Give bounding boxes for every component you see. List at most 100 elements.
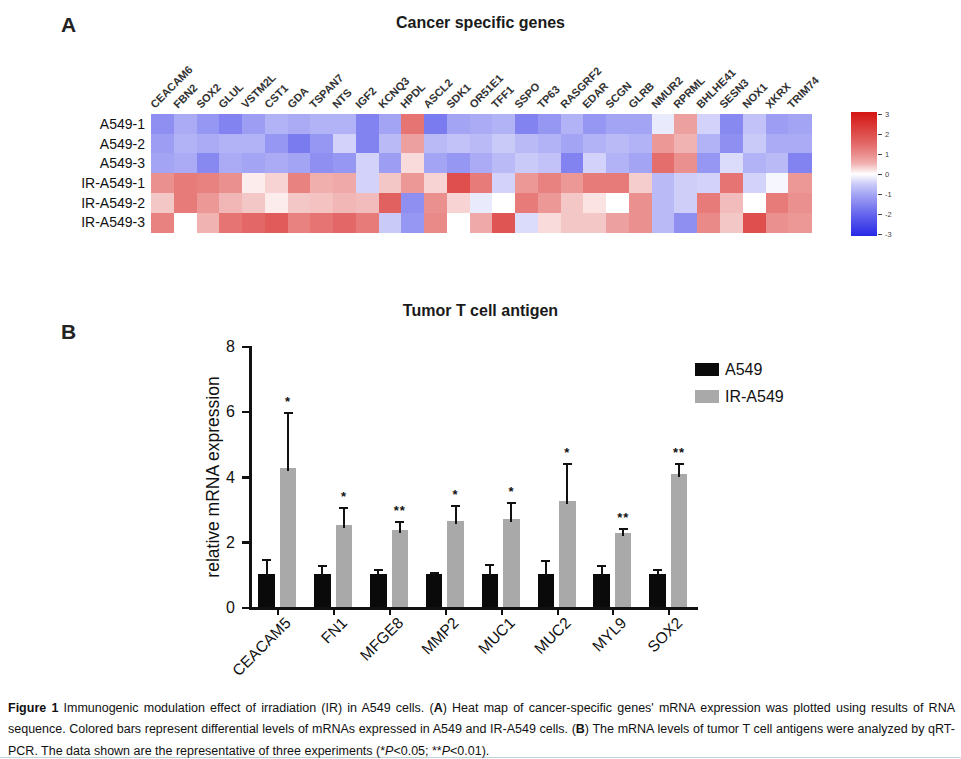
- heatmap-cell: [674, 153, 697, 173]
- y-tick-label: 8: [205, 338, 235, 356]
- error-bar-cap: [485, 564, 494, 566]
- heatmap-cell: [674, 114, 697, 134]
- heatmap-cell: [356, 134, 379, 154]
- heatmap-cell: [766, 134, 789, 154]
- heatmap-cell: [310, 173, 333, 193]
- heatmap-cell: [242, 213, 265, 233]
- x-tick: [612, 610, 614, 615]
- heatmap-cell: [447, 134, 470, 154]
- caption-segment: <0.05; **: [393, 744, 441, 758]
- x-category-label: MFGE8: [356, 614, 406, 664]
- bar-ir-a549: [336, 525, 353, 607]
- heatmap-cell: [697, 193, 720, 213]
- heatmap-cell: [310, 193, 333, 213]
- heatmap-cell: [151, 134, 174, 154]
- caption-segment: P: [442, 744, 450, 758]
- legend-swatch-ir-a549: [695, 390, 719, 403]
- heatmap-cell: [356, 173, 379, 193]
- y-tick-label: 0: [205, 599, 235, 617]
- heatmap-cell: [288, 173, 311, 193]
- x-tick: [445, 610, 447, 615]
- significance-star: **: [659, 445, 699, 460]
- heatmap-cell: [583, 173, 606, 193]
- heatmap-cell: [606, 193, 629, 213]
- error-bar: [510, 503, 512, 522]
- heatmap-cell: [424, 114, 447, 134]
- error-bar: [343, 508, 345, 527]
- heatmap-cell: [333, 114, 356, 134]
- heatmap-cell: [766, 114, 789, 134]
- heatmap-cell: [197, 114, 220, 134]
- heatmap-cell: [310, 114, 333, 134]
- heatmap-cell: [652, 134, 675, 154]
- heatmap-cell: [606, 134, 629, 154]
- bar-ir-a549: [559, 501, 576, 607]
- colorbar-tick-label: 0: [885, 170, 889, 179]
- colorbar-tick: [878, 194, 882, 195]
- heatmap-cell: [470, 213, 493, 233]
- x-category-label: MUC1: [475, 614, 519, 658]
- heatmap-cell: [697, 153, 720, 173]
- error-bar-cap: [395, 521, 404, 523]
- heatmap: [151, 114, 811, 232]
- heatmap-cell: [583, 153, 606, 173]
- y-tick: [242, 476, 249, 479]
- heatmap-cell: [470, 173, 493, 193]
- panel-b-label: B: [61, 320, 76, 344]
- heatmap-cell: [288, 114, 311, 134]
- heatmap-cell: [197, 153, 220, 173]
- bar-a549: [649, 574, 666, 607]
- heatmap-cell: [379, 213, 402, 233]
- heatmap-row-label: IR-A549-2: [45, 195, 145, 211]
- heatmap-cell: [561, 193, 584, 213]
- heatmap-cell: [788, 114, 811, 134]
- caption-segment: B: [576, 722, 585, 736]
- x-tick: [333, 610, 335, 615]
- heatmap-cell: [356, 114, 379, 134]
- error-bar-cap: [339, 507, 348, 509]
- figure-caption: Figure 1 Immunogenic modulation effect o…: [8, 698, 955, 759]
- heatmap-cell: [788, 153, 811, 173]
- heatmap-cell: [674, 134, 697, 154]
- error-bar-cap: [619, 528, 628, 530]
- heatmap-cell: [629, 173, 652, 193]
- y-tick: [242, 541, 249, 544]
- bar-ir-a549: [671, 474, 688, 607]
- heatmap-cell: [447, 213, 470, 233]
- heatmap-cell: [356, 193, 379, 213]
- heatmap-cell: [288, 153, 311, 173]
- heatmap-cell: [470, 193, 493, 213]
- error-bar: [657, 570, 659, 578]
- error-bar: [266, 560, 268, 578]
- heatmap-cell: [265, 114, 288, 134]
- heatmap-colorbar: [851, 112, 877, 236]
- heatmap-cell: [629, 134, 652, 154]
- heatmap-cell: [424, 153, 447, 173]
- error-bar: [678, 464, 680, 477]
- colorbar-tick: [878, 174, 882, 175]
- colorbar-tick-label: -1: [885, 190, 892, 199]
- bar-ir-a549: [447, 521, 464, 607]
- heatmap-cell: [743, 193, 766, 213]
- heatmap-cell: [401, 173, 424, 193]
- heatmap-cell: [697, 173, 720, 193]
- heatmap-cell: [515, 173, 538, 193]
- heatmap-cell: [197, 213, 220, 233]
- heatmap-cell: [788, 193, 811, 213]
- caption-segment: <0.01).: [450, 744, 489, 758]
- y-tick: [242, 346, 249, 349]
- error-bar: [321, 566, 323, 577]
- bar-a549: [370, 574, 387, 607]
- heatmap-cell: [197, 193, 220, 213]
- colorbar-tick-label: 1: [885, 150, 889, 159]
- heatmap-cell: [288, 213, 311, 233]
- error-bar: [489, 565, 491, 577]
- heatmap-cell: [401, 134, 424, 154]
- heatmap-cell: [652, 193, 675, 213]
- bar-a549: [426, 574, 443, 607]
- heatmap-cell: [333, 213, 356, 233]
- gene-label: SSPO: [512, 80, 543, 111]
- heatmap-cell: [492, 153, 515, 173]
- error-bar: [545, 561, 547, 578]
- heatmap-cell: [265, 153, 288, 173]
